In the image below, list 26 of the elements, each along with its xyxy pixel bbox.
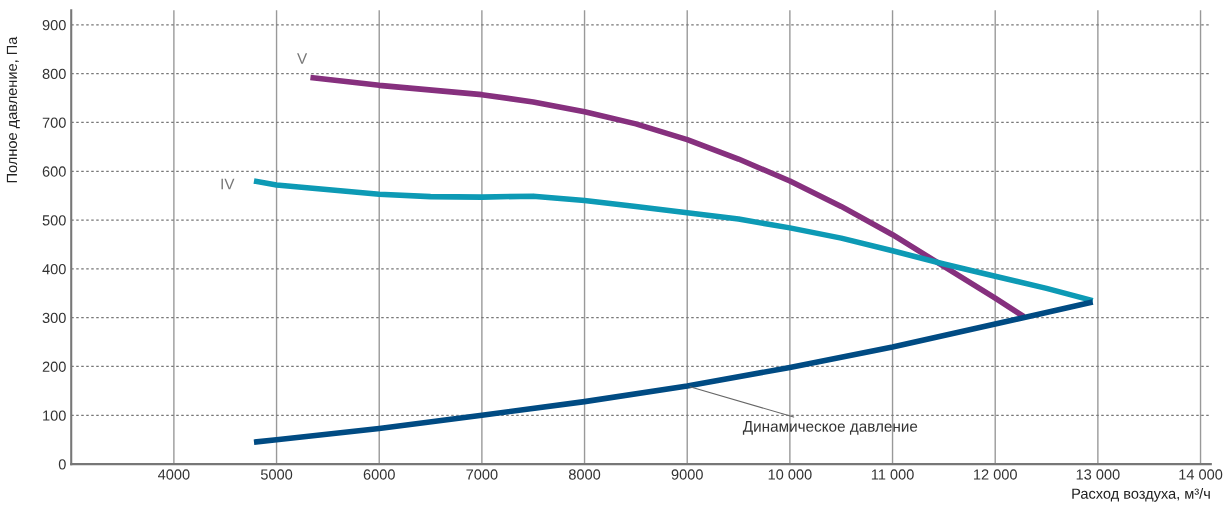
y-tick-label: 300 [42, 312, 66, 324]
x-tick-label: 5000 [260, 469, 293, 480]
series-label: V [297, 53, 308, 64]
y-tick-label: 500 [42, 215, 66, 226]
y-tick-label: 900 [42, 19, 66, 31]
x-tick-label: 14 000 [1179, 469, 1223, 480]
y-tick-label: 0 [58, 459, 66, 470]
x-tick-label: 11 000 [871, 469, 914, 480]
x-tick-label: 9000 [671, 469, 703, 480]
y-tick-label: 700 [42, 117, 66, 128]
x-tick-label: 7000 [466, 469, 498, 480]
y-tick-label: 600 [42, 166, 66, 177]
y-tick-label: 400 [42, 263, 66, 275]
text: Динамическое давление [742, 421, 918, 435]
x-tick-label: 6000 [363, 469, 395, 480]
x-tick-label: 12 000 [974, 469, 1017, 480]
x-tick-label: 8000 [568, 469, 601, 480]
y-tick-label: 100 [43, 410, 66, 421]
y-axis-title: Полное давление, Па [6, 36, 20, 183]
y-tick-label: 800 [42, 68, 66, 80]
series-label: IV [221, 178, 235, 190]
x-axis-title: Расход воздуха, м³/ч [1072, 488, 1210, 502]
x-tick-label: 10 000 [768, 469, 812, 480]
x-tick-label: 13 000 [1076, 469, 1120, 480]
x-tick-label: 4000 [158, 469, 190, 480]
y-tick-label: 200 [42, 361, 66, 372]
